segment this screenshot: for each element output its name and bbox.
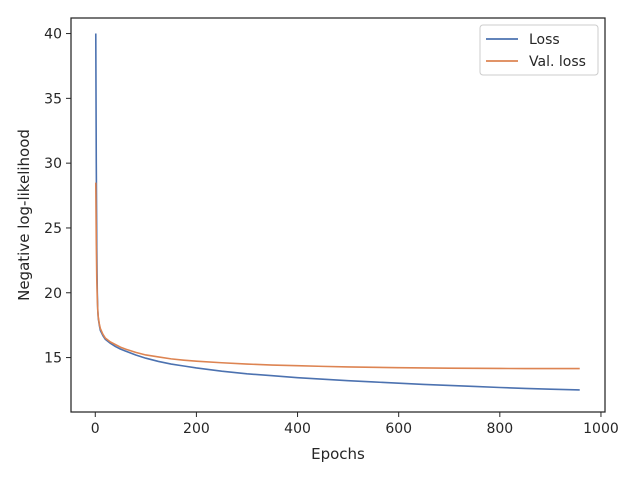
y-tick-label: 35 [44, 91, 62, 107]
legend-label: Val. loss [529, 54, 586, 70]
x-axis-ticks: 0 200 400 600 800 1000 [91, 412, 619, 437]
y-tick-label: 20 [44, 286, 62, 302]
x-tick-label: 1000 [583, 421, 619, 437]
series-line-val-loss [94, 182, 580, 370]
x-tick-label: 0 [91, 421, 100, 437]
x-tick-label: 200 [183, 421, 210, 437]
y-tick-label: 40 [44, 27, 62, 43]
x-tick-label: 600 [385, 421, 412, 437]
y-tick-label: 30 [44, 156, 62, 172]
y-tick-label: 25 [44, 221, 62, 237]
legend-box [479, 24, 599, 76]
x-tick-label: 800 [486, 421, 513, 437]
legend-label: Loss [529, 32, 560, 48]
x-axis-label: Epochs [311, 445, 365, 463]
y-tick-label: 15 [44, 351, 62, 367]
x-tick-label: 400 [284, 421, 311, 437]
legend: Loss Val. loss [479, 24, 599, 76]
plot-background [71, 18, 605, 412]
y-axis-label: Negative log-likelihood [15, 129, 33, 301]
series-lines [94, 33, 580, 391]
y-axis-ticks: 15 20 25 30 35 40 [44, 27, 71, 367]
plot-frame [70, 17, 606, 413]
